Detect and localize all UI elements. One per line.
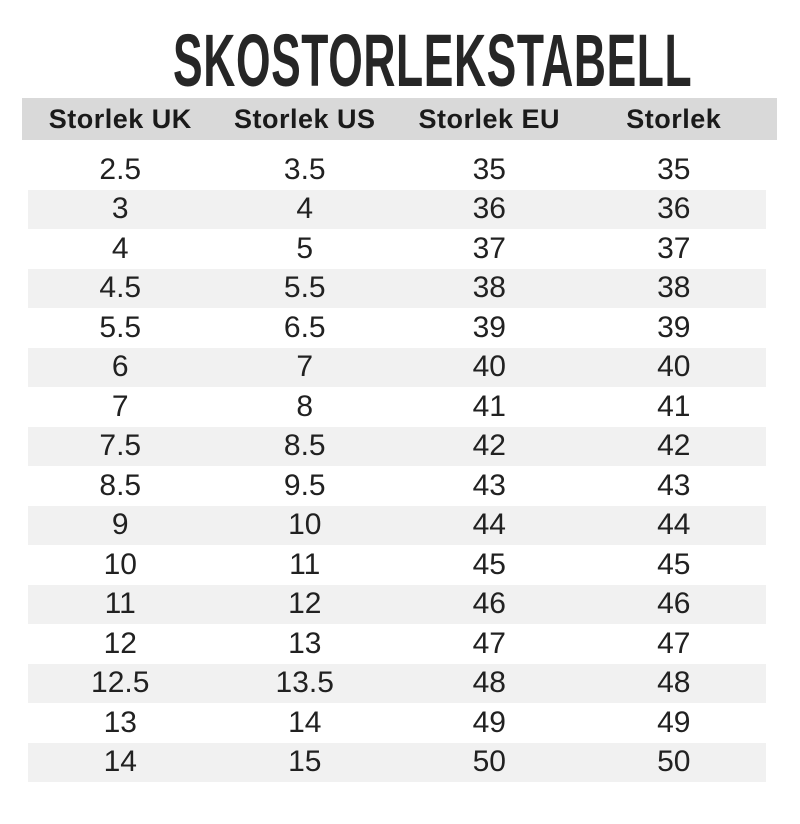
table-cell: 12.5	[91, 666, 150, 700]
table-cell: 4.5	[99, 271, 142, 305]
table-row: 14 15 50 50	[28, 742, 766, 782]
table-cell: 9.5	[283, 468, 326, 502]
table-row: 8.5 9.5 43 43	[28, 466, 766, 506]
table-cell: 46	[472, 587, 506, 621]
table-cell: 10	[288, 508, 322, 542]
table-row: 12.5 13.5 48 48	[28, 663, 766, 703]
column-header-storlek-uk: Storlek UK	[48, 103, 192, 134]
table-body: 2.5 3.5 35 35 3 4 36 36 4 5 37 37 4.5 5.5 38 38 5.5 6.5 39…	[28, 150, 766, 782]
table-cell: 4	[111, 231, 129, 265]
table-cell: 14	[288, 705, 322, 739]
size-chart-page: SKOSTORLEKSTABELL Storlek UK Storlek US St…	[0, 24, 800, 782]
table-cell: 36	[472, 192, 506, 226]
table-cell: 5.5	[283, 271, 326, 305]
table-cell: 44	[472, 508, 506, 542]
column-header-storlek: Storlek	[626, 103, 722, 134]
table-cell: 44	[657, 508, 691, 542]
table-cell: 48	[472, 666, 506, 700]
table-row: 3 4 36 36	[28, 189, 766, 229]
table-row: 5.5 6.5 39 39	[28, 308, 766, 348]
table-cell: 47	[657, 626, 691, 660]
table-cell: 41	[657, 389, 691, 423]
table-row: 13 14 49 49	[28, 703, 766, 743]
table-row: 2.5 3.5 35 35	[28, 150, 766, 190]
table-cell: 13	[103, 705, 137, 739]
column-header-storlek-eu: Storlek EU	[418, 103, 561, 134]
table-row: 4 5 37 37	[28, 229, 766, 269]
table-cell: 2.5	[99, 152, 142, 186]
table-cell: 50	[472, 745, 506, 779]
table-cell: 49	[657, 705, 691, 739]
table-row: 11 12 46 46	[28, 584, 766, 624]
table-cell: 5	[296, 231, 314, 265]
table-cell: 11	[289, 547, 321, 581]
table-cell: 5.5	[99, 310, 142, 344]
table-cell: 13	[288, 626, 322, 660]
table-cell: 3.5	[283, 152, 326, 186]
table-cell: 3	[111, 192, 129, 226]
table-cell: 39	[472, 310, 506, 344]
table-cell: 43	[472, 468, 506, 502]
table-cell: 7	[296, 350, 314, 384]
table-row: 7.5 8.5 42 42	[28, 426, 766, 466]
column-header-storlek-us: Storlek US	[233, 103, 376, 134]
table-cell: 37	[657, 231, 691, 265]
table-cell: 13.5	[275, 666, 334, 700]
table-cell: 35	[657, 152, 691, 186]
table-cell: 37	[472, 231, 506, 265]
table-cell: 35	[472, 152, 506, 186]
table-cell: 38	[472, 271, 506, 305]
table-cell: 36	[657, 192, 691, 226]
table-cell: 42	[657, 429, 691, 463]
table-cell: 6	[111, 350, 129, 384]
table-cell: 8	[296, 389, 314, 423]
table-cell: 50	[657, 745, 691, 779]
table-cell: 48	[657, 666, 691, 700]
table-cell: 40	[657, 350, 691, 384]
table-cell: 12	[103, 626, 137, 660]
table-cell: 46	[657, 587, 691, 621]
table-row: 6 7 40 40	[28, 347, 766, 387]
table-cell: 8.5	[99, 468, 142, 502]
table-cell: 9	[111, 508, 129, 542]
table-row: 10 11 45 45	[28, 545, 766, 585]
table-row: 4.5 5.5 38 38	[28, 268, 766, 308]
table-header-row: Storlek UK Storlek US Storlek EU Storlek	[22, 98, 777, 140]
table-cell: 45	[657, 547, 691, 581]
table-cell: 8.5	[283, 429, 326, 463]
table-cell: 11	[104, 587, 136, 621]
table-cell: 12	[288, 587, 322, 621]
page-title-text: SKOSTORLEKSTABELL	[173, 19, 693, 102]
table-cell: 7	[111, 389, 129, 423]
size-table: Storlek UK Storlek US Storlek EU Storlek 2.…	[0, 98, 800, 782]
table-cell: 40	[472, 350, 506, 384]
table-cell: 38	[657, 271, 691, 305]
table-cell: 41	[472, 389, 506, 423]
table-cell: 47	[472, 626, 506, 660]
table-row: 12 13 47 47	[28, 624, 766, 664]
table-cell: 15	[288, 745, 322, 779]
table-cell: 42	[472, 429, 506, 463]
table-row: 7 8 41 41	[28, 387, 766, 427]
table-cell: 4	[296, 192, 314, 226]
table-cell: 14	[103, 745, 137, 779]
table-cell: 10	[103, 547, 137, 581]
table-row: 9 10 44 44	[28, 505, 766, 545]
table-cell: 45	[472, 547, 506, 581]
table-cell: 49	[472, 705, 506, 739]
table-cell: 6.5	[283, 310, 326, 344]
table-cell: 7.5	[99, 429, 142, 463]
table-cell: 39	[657, 310, 691, 344]
table-cell: 43	[657, 468, 691, 502]
page-title: SKOSTORLEKSTABELL	[0, 24, 800, 98]
